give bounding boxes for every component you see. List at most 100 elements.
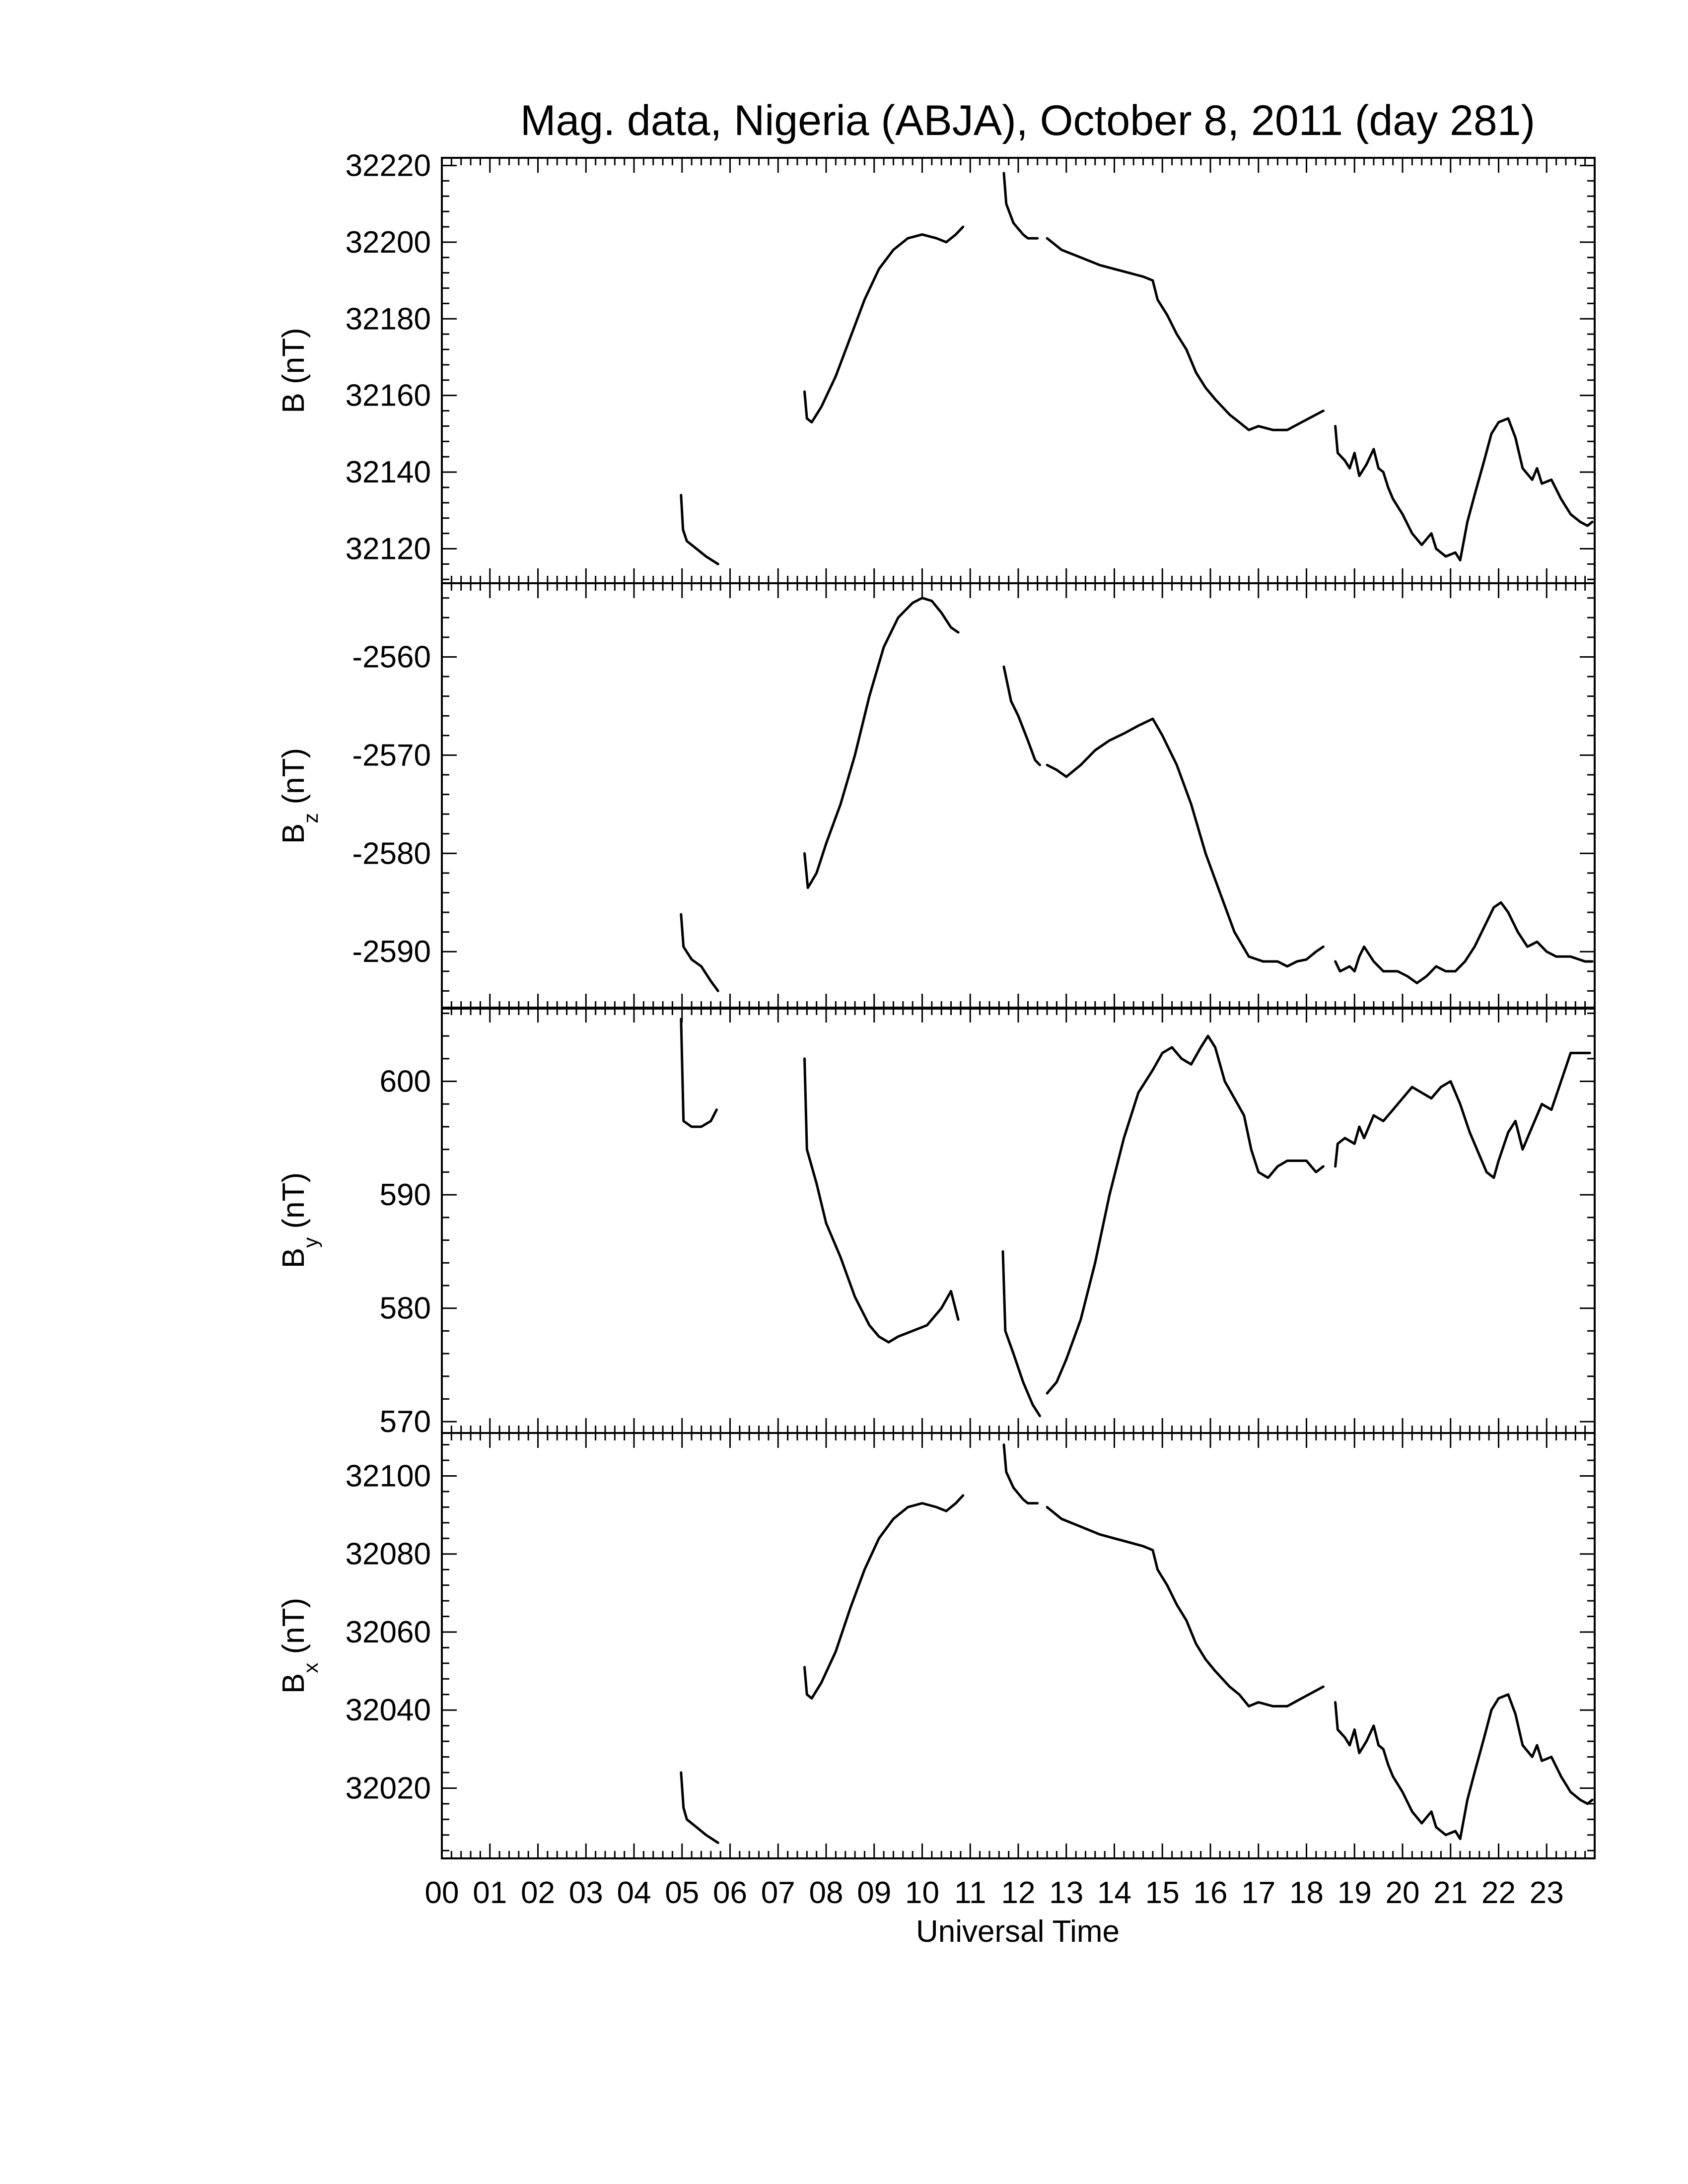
x-tick-label: 02 (521, 1876, 555, 1910)
trace-segment (1334, 901, 1594, 984)
trace-segment (680, 1018, 718, 1128)
y-tick-label: 600 (380, 1065, 431, 1099)
trace-segment (680, 493, 719, 565)
x-tick-label: 01 (473, 1876, 507, 1910)
y-ticks (442, 597, 1595, 992)
x-tick-label: 17 (1241, 1876, 1275, 1910)
y-tick-label: 32100 (346, 1459, 431, 1493)
y-label-subscript: y (299, 1237, 322, 1248)
y-tick-label: -2570 (352, 738, 431, 772)
trace-segment (803, 1057, 960, 1344)
trace-segment (1001, 1250, 1041, 1418)
x-tick-label: 12 (1001, 1876, 1036, 1910)
panel-frame (441, 157, 1596, 584)
trace-segment (1046, 237, 1325, 431)
data-series (680, 1018, 1591, 1418)
x-tick-label: 18 (1289, 1876, 1324, 1910)
y-label-unit: (nT) (277, 748, 311, 813)
y-tick-label: -2560 (352, 640, 431, 674)
data-series (680, 172, 1594, 565)
x-tick-label: 20 (1386, 1876, 1420, 1910)
trace-segment (1002, 665, 1041, 766)
y-tick-label: 590 (380, 1178, 431, 1212)
trace-segment (1046, 1505, 1325, 1707)
trace-segment (1046, 1034, 1325, 1395)
trace-segment (803, 1494, 965, 1700)
y-label-unit: (nT) (277, 1598, 311, 1663)
x-axis-label: Universal Time (916, 1914, 1120, 1949)
y-tick-label: -2590 (352, 935, 431, 969)
y-label-unit: (nT) (277, 328, 311, 393)
data-series (680, 597, 1594, 992)
x-tick-label: 05 (665, 1876, 699, 1910)
y-tick-label: 32220 (346, 148, 431, 183)
y-tick-label: 32080 (346, 1537, 431, 1571)
x-ticks (441, 1008, 1596, 1433)
x-tick-label: 06 (713, 1876, 747, 1910)
trace-segment (1334, 1693, 1594, 1841)
trace-segment (1002, 172, 1039, 240)
x-tick-label: 00 (425, 1876, 459, 1910)
y-tick-label: 32140 (346, 455, 431, 489)
y-axis-label: Bz (nT) (277, 748, 322, 844)
y-label-main: B (277, 1673, 311, 1694)
x-tick-label: 03 (569, 1876, 603, 1910)
x-tick-label: 22 (1481, 1876, 1516, 1910)
x-axis: 00 01 02 03 04 05 06 07 08 09 10 11 12 13 14 15 16 17 18 19… (425, 1876, 1564, 1910)
y-tick-label: 32180 (346, 302, 431, 336)
y-label-main: B (277, 1248, 311, 1268)
panel-frame (441, 1432, 1596, 1859)
panel-1: 32120 32140 32160 32180 32200 32220 B (nT) (277, 148, 1596, 584)
chart-title: Mag. data, Nigeria (ABJA), October 8, 20… (520, 97, 1535, 144)
x-tick-label: 04 (617, 1876, 651, 1910)
x-tick-label: 13 (1049, 1876, 1083, 1910)
y-tick-label: 32200 (346, 225, 431, 260)
y-axis-label: Bx (nT) (277, 1598, 322, 1694)
x-tick-label: 19 (1337, 1876, 1372, 1910)
y-label-subscript: x (299, 1663, 322, 1673)
trace-segment (1046, 717, 1325, 968)
x-tick-label: 08 (809, 1876, 844, 1910)
y-label-subscript: z (299, 813, 322, 823)
y-tick-label: 32020 (346, 1771, 431, 1805)
trace-segment (1334, 417, 1594, 562)
x-ticks (441, 1433, 1596, 1858)
trace-segment (803, 597, 960, 889)
y-label-main: B (277, 393, 311, 413)
x-tick-label: 09 (857, 1876, 891, 1910)
x-tick-label: 11 (954, 1876, 986, 1910)
y-axis-label: By (nT) (277, 1172, 322, 1268)
y-tick-label: 32160 (346, 379, 431, 413)
y-tick-label: -2580 (352, 836, 431, 871)
y-tick-label: 32120 (346, 532, 431, 566)
y-axis-label: B (nT) (277, 328, 311, 413)
trace-segment (680, 1771, 719, 1844)
x-tick-label: 21 (1433, 1876, 1468, 1910)
x-ticks (441, 158, 1596, 583)
y-label-main: B (277, 823, 311, 844)
x-tick-label: 14 (1097, 1876, 1131, 1910)
y-ticks (442, 1012, 1595, 1423)
trace-segment (803, 225, 965, 424)
x-tick-label: 10 (905, 1876, 939, 1910)
trace-segment (680, 913, 719, 992)
x-tick-label: 23 (1530, 1876, 1564, 1910)
x-tick-label: 07 (761, 1876, 795, 1910)
trace-segment (1002, 1443, 1039, 1504)
y-tick-label: 32040 (346, 1693, 431, 1727)
y-tick-label: 32060 (346, 1615, 431, 1649)
panel-4: 32020 32040 32060 32080 32100 Bx (nT) (277, 1432, 1596, 1859)
y-tick-label: 570 (380, 1405, 431, 1439)
y-ticks (442, 164, 1595, 580)
x-ticks (441, 583, 1596, 1009)
trace-segment (1334, 1051, 1591, 1179)
panel-2: -2590 -2580 -2570 -2560 Bz (nT) (277, 582, 1596, 1010)
panel-3: 570 580 590 600 By (nT) (277, 1007, 1596, 1439)
x-tick-label: 15 (1145, 1876, 1180, 1910)
y-label-unit: (nT) (277, 1172, 311, 1237)
panel-frame (441, 582, 1596, 1010)
y-ticks (442, 1444, 1595, 1851)
data-series (680, 1443, 1594, 1844)
